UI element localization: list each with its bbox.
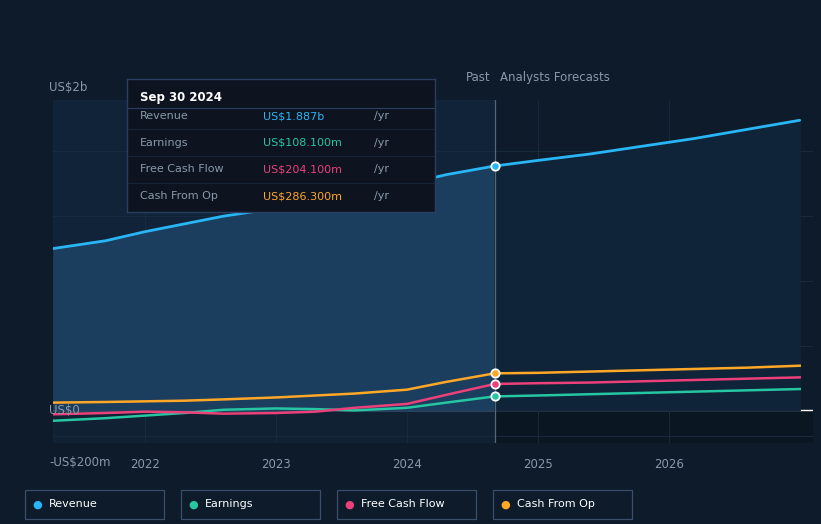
Text: ●: ●	[188, 499, 198, 509]
Text: US$286.300m: US$286.300m	[263, 191, 342, 201]
Text: 2024: 2024	[392, 458, 422, 472]
Text: Analysts Forecasts: Analysts Forecasts	[500, 71, 610, 84]
Text: /yr: /yr	[374, 111, 388, 121]
Text: 2023: 2023	[261, 458, 291, 472]
Text: Past: Past	[466, 71, 490, 84]
Text: US$204.100m: US$204.100m	[263, 165, 342, 174]
Text: US$2b: US$2b	[49, 81, 88, 94]
Text: /yr: /yr	[374, 165, 388, 174]
Text: 2026: 2026	[654, 458, 684, 472]
Text: ●: ●	[500, 499, 510, 509]
Text: Revenue: Revenue	[49, 499, 98, 509]
Text: US$108.100m: US$108.100m	[263, 138, 342, 148]
Text: Revenue: Revenue	[140, 111, 188, 121]
Text: Sep 30 2024: Sep 30 2024	[140, 91, 222, 104]
Bar	[53, 411, 813, 443]
Text: US$1.887b: US$1.887b	[263, 111, 324, 121]
Text: Free Cash Flow: Free Cash Flow	[140, 165, 223, 174]
Text: Cash From Op: Cash From Op	[517, 499, 595, 509]
Bar	[494, 100, 813, 443]
Text: /yr: /yr	[374, 138, 388, 148]
Text: /yr: /yr	[374, 191, 388, 201]
Text: Free Cash Flow: Free Cash Flow	[361, 499, 445, 509]
Text: Earnings: Earnings	[205, 499, 254, 509]
Text: Cash From Op: Cash From Op	[140, 191, 218, 201]
Text: 2025: 2025	[523, 458, 553, 472]
Text: Earnings: Earnings	[140, 138, 188, 148]
Text: 2022: 2022	[130, 458, 160, 472]
Text: ●: ●	[32, 499, 42, 509]
Text: US$0: US$0	[49, 404, 80, 417]
Text: -US$200m: -US$200m	[49, 456, 111, 469]
Bar	[53, 100, 494, 443]
Text: ●: ●	[344, 499, 354, 509]
